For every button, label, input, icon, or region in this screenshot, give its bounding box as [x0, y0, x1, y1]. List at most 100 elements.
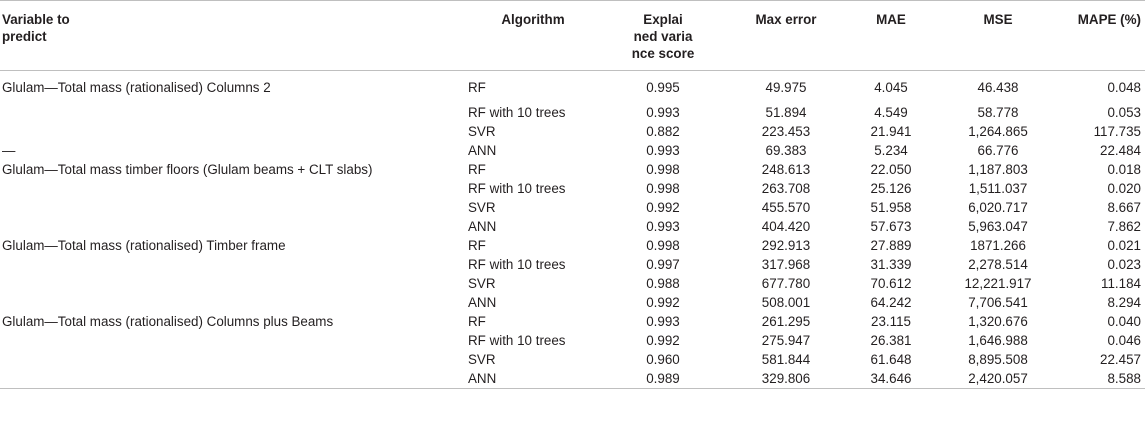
cell-mape: 0.021 [1107, 238, 1141, 253]
cell-max-error: 248.613 [761, 162, 811, 177]
cell-max-error: 581.844 [761, 352, 811, 367]
cell-variable [0, 179, 458, 198]
cell-explained-variance: 0.993 [646, 143, 680, 158]
cell-algorithm: SVR [468, 352, 496, 367]
cell-mae: 64.242 [870, 295, 912, 310]
cell-variable [0, 255, 458, 274]
cell-max-error: 292.913 [761, 238, 811, 253]
cell-max-error: 51.894 [765, 105, 807, 120]
cell-variable [0, 369, 458, 389]
cell-max-error: 261.295 [761, 314, 811, 329]
cell-max-error: 329.806 [728, 369, 844, 389]
cell-mape: 8.294 [1107, 295, 1141, 310]
cell-mape: 0.020 [1107, 181, 1141, 196]
cell-algorithm: RF [468, 238, 486, 253]
cell-mse: 1871.266 [970, 238, 1026, 253]
table-row: RF with 10 trees 0.997 317.968 31.339 2,278.… [0, 255, 1145, 274]
results-table: Variable to predict Algorithm Explai ned… [0, 0, 1145, 389]
cell-mape: 8.667 [1107, 200, 1141, 215]
cell-max-error: 275.947 [761, 333, 811, 348]
cell-variable [0, 293, 458, 312]
cell-mae: 34.646 [844, 369, 938, 389]
table-row: SVR 0.882 223.453 21.941 1,264.865 117.735 [0, 122, 1145, 141]
cell-mae: 31.339 [870, 257, 912, 272]
cell-variable: Glulam—Total mass (rationalised) Columns… [2, 80, 271, 95]
table-row: SVR 0.992 455.570 51.958 6,020.717 8.667 [0, 198, 1145, 217]
cell-explained-variance: 0.997 [646, 257, 680, 272]
cell-variable [0, 198, 458, 217]
cell-max-error: 677.780 [761, 276, 811, 291]
cell-mse: 7,706.541 [968, 295, 1028, 310]
cell-max-error: 69.383 [765, 143, 807, 158]
cell-algorithm: RF with 10 trees [468, 105, 566, 120]
table-row: RF with 10 trees 0.992 275.947 26.381 1,646.… [0, 331, 1145, 350]
table-row: RF with 10 trees 0.993 51.894 4.549 58.778 0.… [0, 103, 1145, 122]
header-explained-variance-label: Explai ned varia nce score [631, 12, 695, 61]
cell-variable: — [2, 143, 16, 158]
table-row: SVR 0.988 677.780 70.612 12,221.917 11.184 [0, 274, 1145, 293]
table-row: ANN 0.992 508.001 64.242 7,706.541 8.294 [0, 293, 1145, 312]
cell-mape: 0.053 [1107, 105, 1141, 120]
header-max-error: Max error [755, 12, 817, 27]
cell-algorithm: RF [468, 80, 486, 95]
cell-algorithm: SVR [468, 276, 496, 291]
cell-mape: 0.048 [1107, 80, 1141, 95]
cell-variable: Glulam—Total mass (rationalised) Timber … [2, 238, 286, 253]
cell-mape: 117.735 [1093, 124, 1141, 139]
cell-mae: 5.234 [874, 143, 908, 158]
cell-variable [0, 331, 458, 350]
header-algorithm: Algorithm [501, 12, 565, 27]
header-mae: MAE [876, 12, 906, 27]
header-variable-label: Variable to predict [2, 12, 70, 44]
cell-algorithm: SVR [468, 124, 496, 139]
header-row: Variable to predict Algorithm Explai ned… [0, 0, 1145, 71]
cell-algorithm: RF with 10 trees [468, 333, 566, 348]
header-variable: Variable to predict [0, 1, 458, 71]
table-row: Glulam—Total mass (rationalised) Columns… [0, 312, 1145, 331]
table-row: ANN 0.993 404.420 57.673 5,963.047 7.862 [0, 217, 1145, 236]
table-row: Glulam—Total mass (rationalised) Columns… [0, 71, 1145, 104]
cell-explained-variance: 0.998 [646, 162, 680, 177]
cell-mae: 23.115 [871, 314, 911, 329]
table-row: RF with 10 trees 0.998 263.708 25.126 1,511.… [0, 179, 1145, 198]
cell-mape: 0.023 [1107, 257, 1141, 272]
cell-explained-variance: 0.993 [646, 219, 680, 234]
cell-mae: 57.673 [870, 219, 912, 234]
cell-max-error: 455.570 [761, 200, 811, 215]
cell-max-error: 223.453 [761, 124, 811, 139]
cell-algorithm: ANN [468, 295, 497, 310]
table-row: Glulam—Total mass (rationalised) Timber … [0, 236, 1145, 255]
cell-explained-variance: 0.882 [646, 124, 680, 139]
cell-algorithm: ANN [468, 143, 497, 158]
cell-variable: Glulam—Total mass (rationalised) Columns… [2, 314, 334, 329]
cell-mse: 5,963.047 [968, 219, 1028, 234]
cell-variable: Glulam—Total mass timber floors (Glulam … [2, 162, 373, 177]
cell-explained-variance: 0.993 [646, 314, 680, 329]
cell-mae: 21.941 [870, 124, 912, 139]
cell-mse: 1,646.988 [968, 333, 1028, 348]
cell-explained-variance: 0.989 [598, 369, 728, 389]
cell-explained-variance: 0.998 [646, 238, 680, 253]
cell-mape: 22.457 [1100, 352, 1141, 367]
cell-mse: 8,895.508 [968, 352, 1028, 367]
cell-explained-variance: 0.988 [646, 276, 680, 291]
table-row: SVR 0.960 581.844 61.648 8,895.508 22.457 [0, 350, 1145, 369]
cell-variable [0, 122, 458, 141]
cell-mse: 12,221.917 [964, 276, 1032, 291]
header-mape: MAPE (%) [1077, 12, 1141, 27]
cell-explained-variance: 0.960 [646, 352, 680, 367]
cell-mae: 27.889 [870, 238, 912, 253]
cell-algorithm: RF [468, 162, 486, 177]
cell-max-error: 508.001 [761, 295, 811, 310]
cell-mse: 1,264.865 [968, 124, 1028, 139]
cell-mape: 8.588 [1058, 369, 1145, 389]
header-mse: MSE [983, 12, 1013, 27]
cell-mape: 0.018 [1107, 162, 1141, 177]
cell-explained-variance: 0.998 [646, 181, 680, 196]
cell-algorithm: ANN [468, 219, 497, 234]
cell-mae: 70.612 [870, 276, 912, 291]
cell-mae: 51.958 [870, 200, 912, 215]
cell-mae: 61.648 [870, 352, 912, 367]
cell-mape: 0.040 [1107, 314, 1141, 329]
